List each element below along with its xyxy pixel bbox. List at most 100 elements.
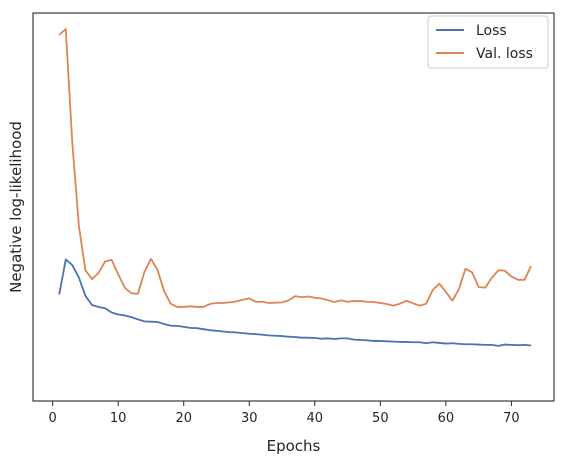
data-point-val-loss xyxy=(111,259,113,261)
data-point-loss xyxy=(510,344,512,346)
data-point-loss xyxy=(84,295,86,297)
y-axis-label: Negative log-likelihood xyxy=(7,121,25,293)
data-point-loss xyxy=(320,338,322,340)
series-line-val-loss xyxy=(58,28,532,308)
data-point-loss xyxy=(150,321,152,323)
x-tick-label: 50 xyxy=(372,411,389,426)
x-tick-label: 30 xyxy=(241,411,258,426)
data-point-val-loss xyxy=(419,305,421,307)
data-point-val-loss xyxy=(451,300,453,302)
x-tick-label: 40 xyxy=(307,411,324,426)
data-point-val-loss xyxy=(150,258,152,260)
series-line-loss xyxy=(58,258,532,347)
data-point-val-loss xyxy=(84,269,86,271)
data-point-loss xyxy=(307,337,309,339)
data-point-val-loss xyxy=(524,279,526,281)
data-point-loss xyxy=(281,335,283,337)
data-point-loss xyxy=(465,343,467,345)
data-point-loss xyxy=(117,313,119,315)
data-point-loss xyxy=(242,332,244,334)
data-point-val-loss xyxy=(314,297,316,299)
data-point-val-loss xyxy=(366,301,368,303)
data-point-val-loss xyxy=(196,306,198,308)
data-point-val-loss xyxy=(163,290,165,292)
data-point-loss xyxy=(392,341,394,343)
data-point-loss xyxy=(143,320,145,322)
data-point-loss xyxy=(327,337,329,339)
data-point-loss xyxy=(71,264,73,266)
data-point-val-loss xyxy=(360,300,362,302)
data-point-loss xyxy=(491,344,493,346)
data-point-loss xyxy=(268,334,270,336)
data-point-val-loss xyxy=(432,289,434,291)
data-point-loss xyxy=(157,321,159,323)
data-point-loss xyxy=(163,323,165,325)
data-point-val-loss xyxy=(222,302,224,304)
data-point-val-loss xyxy=(438,283,440,285)
data-point-loss xyxy=(458,343,460,345)
data-point-loss xyxy=(261,334,263,336)
data-point-val-loss xyxy=(157,269,159,271)
data-point-val-loss xyxy=(412,302,414,304)
data-point-loss xyxy=(124,314,126,316)
data-point-loss xyxy=(504,344,506,346)
data-point-val-loss xyxy=(98,272,100,274)
data-point-loss xyxy=(170,325,172,327)
data-point-val-loss xyxy=(510,276,512,278)
data-point-val-loss xyxy=(71,142,73,144)
data-point-val-loss xyxy=(255,301,257,303)
data-point-loss xyxy=(524,344,526,346)
data-point-val-loss xyxy=(91,278,93,280)
data-point-loss xyxy=(255,333,257,335)
data-point-val-loss xyxy=(458,288,460,290)
data-point-loss xyxy=(274,335,276,337)
data-point-val-loss xyxy=(189,305,191,307)
data-point-val-loss xyxy=(327,299,329,301)
data-point-loss xyxy=(530,345,532,347)
data-point-loss xyxy=(517,344,519,346)
data-point-val-loss xyxy=(504,270,506,272)
data-point-loss xyxy=(425,342,427,344)
x-tick-label: 10 xyxy=(110,411,127,426)
data-point-val-loss xyxy=(176,306,178,308)
data-point-val-loss xyxy=(517,279,519,281)
x-tick-label: 20 xyxy=(175,411,192,426)
data-point-loss xyxy=(216,330,218,332)
data-point-loss xyxy=(130,316,132,318)
data-point-loss xyxy=(399,341,401,343)
data-point-val-loss xyxy=(465,268,467,270)
data-point-val-loss xyxy=(242,299,244,301)
data-point-val-loss xyxy=(104,261,106,263)
legend-label-val-loss: Val. loss xyxy=(476,46,533,62)
data-point-val-loss xyxy=(530,265,532,267)
data-point-loss xyxy=(183,326,185,328)
data-point-val-loss xyxy=(143,271,145,273)
data-point-loss xyxy=(98,306,100,308)
data-point-loss xyxy=(386,340,388,342)
data-point-loss xyxy=(340,337,342,339)
data-point-val-loss xyxy=(347,301,349,303)
data-point-val-loss xyxy=(379,302,381,304)
x-tick-label: 60 xyxy=(438,411,455,426)
data-point-loss xyxy=(353,339,355,341)
data-point-val-loss xyxy=(425,303,427,305)
data-point-loss xyxy=(347,337,349,339)
data-point-val-loss xyxy=(261,301,263,303)
data-point-loss xyxy=(497,345,499,347)
data-point-val-loss xyxy=(340,299,342,301)
data-point-loss xyxy=(111,312,113,314)
data-point-loss xyxy=(91,304,93,306)
data-point-loss xyxy=(189,327,191,329)
data-point-val-loss xyxy=(268,302,270,304)
data-point-loss xyxy=(209,329,211,331)
data-point-val-loss xyxy=(209,303,211,305)
data-point-val-loss xyxy=(78,225,80,227)
data-point-loss xyxy=(202,328,204,330)
data-point-val-loss xyxy=(235,300,237,302)
data-point-loss xyxy=(58,294,60,296)
data-point-loss xyxy=(333,338,335,340)
legend-label-loss: Loss xyxy=(476,23,507,39)
data-point-val-loss xyxy=(333,301,335,303)
data-point-val-loss xyxy=(202,306,204,308)
